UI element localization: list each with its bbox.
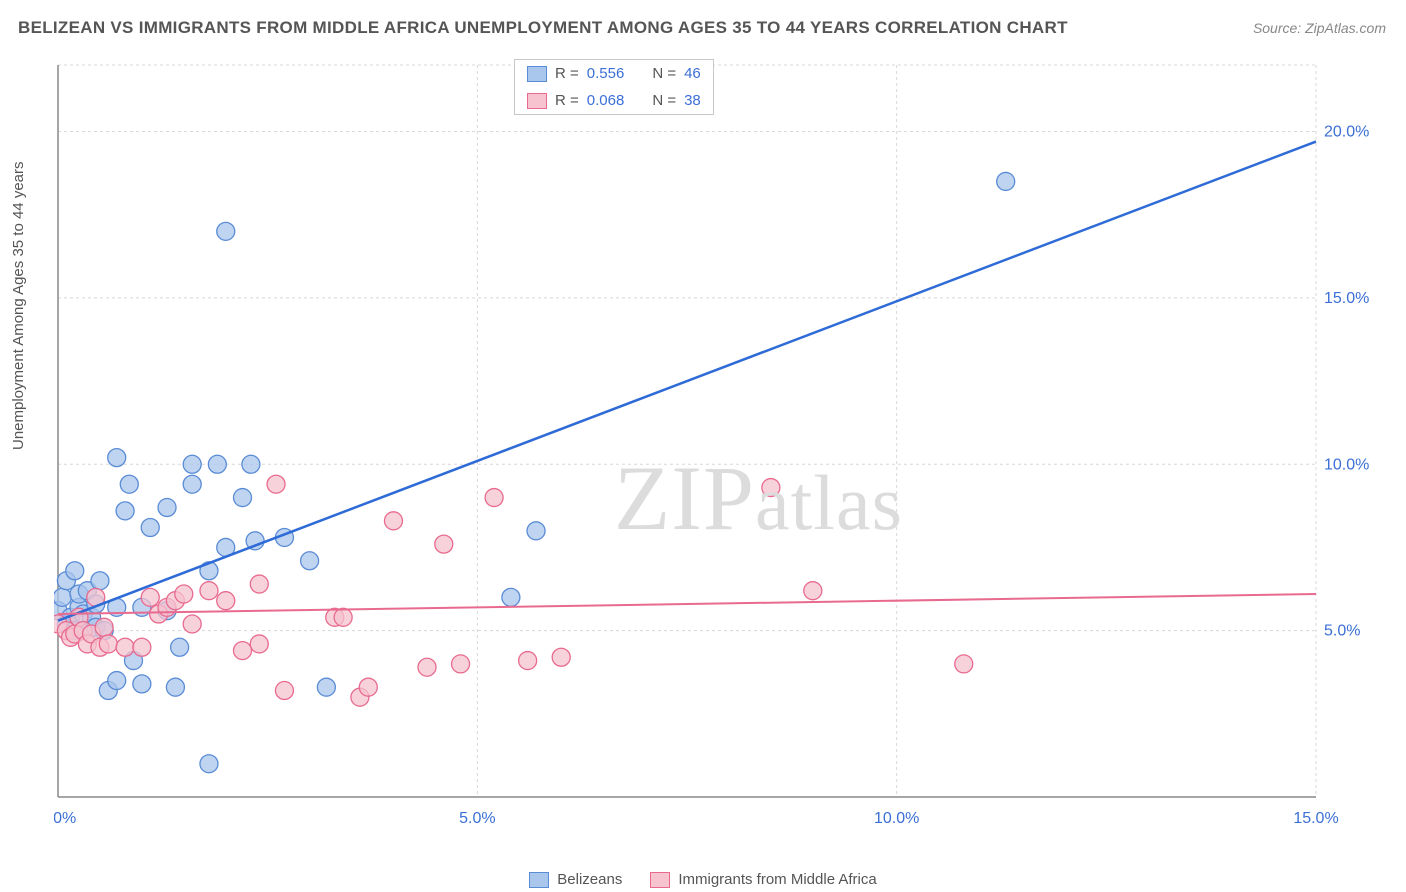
scatter-plot-svg: 5.0% 10.0% 15.0% 20.0% 0.0% 5.0% 10.0% 15.0% [54,55,1386,847]
r-value: 0.556 [587,65,625,82]
r-label: R = [555,92,579,109]
svg-text:20.0%: 20.0% [1324,124,1369,141]
svg-text:0.0%: 0.0% [54,810,76,827]
svg-text:15.0%: 15.0% [1324,290,1369,307]
svg-text:5.0%: 5.0% [1324,623,1360,640]
n-label: N = [652,92,676,109]
r-label: R = [555,65,579,82]
n-value: 46 [684,65,701,82]
svg-text:10.0%: 10.0% [1324,456,1369,473]
svg-text:15.0%: 15.0% [1293,810,1338,827]
svg-text:5.0%: 5.0% [459,810,495,827]
n-value: 38 [684,92,701,109]
y-axis-label: Unemployment Among Ages 35 to 44 years [10,161,27,450]
stats-legend: R = 0.556 N = 46 R = 0.068 N = 38 [514,59,714,115]
legend-item: Belizeans [529,871,622,888]
chart-area: 5.0%10.0%15.0%20.0%0.0%5.0%10.0%15.0% ZI… [54,55,1386,847]
legend-swatch [650,872,670,888]
legend-swatch [529,872,549,888]
legend-swatch [527,93,547,109]
stats-legend-row: R = 0.556 N = 46 [515,60,713,87]
legend-label: Immigrants from Middle Africa [678,871,876,888]
legend-label: Belizeans [557,871,622,888]
source-attribution: Source: ZipAtlas.com [1253,20,1386,36]
stats-legend-row: R = 0.068 N = 38 [515,87,713,114]
r-value: 0.068 [587,92,625,109]
legend-item: Immigrants from Middle Africa [650,871,876,888]
svg-text:10.0%: 10.0% [874,810,919,827]
legend-swatch [527,66,547,82]
chart-title: BELIZEAN VS IMMIGRANTS FROM MIDDLE AFRIC… [18,18,1068,38]
n-label: N = [652,65,676,82]
series-legend: Belizeans Immigrants from Middle Africa [0,871,1406,888]
